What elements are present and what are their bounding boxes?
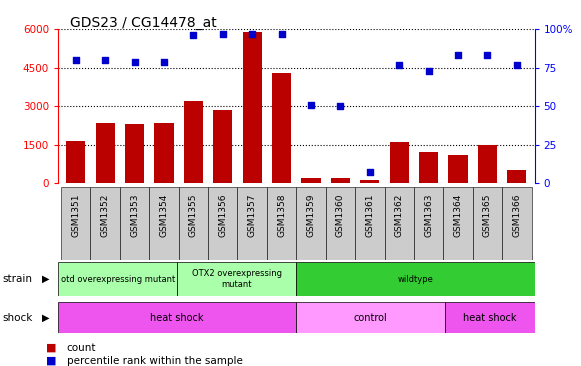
Bar — [331, 178, 350, 183]
Bar — [184, 101, 203, 183]
Bar — [414, 187, 443, 260]
Point — [394, 62, 404, 68]
Bar — [385, 187, 414, 260]
Bar — [58, 262, 177, 296]
Bar — [120, 187, 149, 260]
Text: heat shock: heat shock — [150, 313, 204, 322]
Point — [277, 31, 286, 37]
Text: ■: ■ — [46, 343, 57, 353]
Point — [336, 103, 345, 109]
Bar — [443, 187, 473, 260]
Bar — [243, 32, 262, 183]
Text: GSM1358: GSM1358 — [277, 194, 286, 238]
Text: percentile rank within the sample: percentile rank within the sample — [67, 355, 243, 366]
Text: wildtype: wildtype — [397, 274, 433, 284]
Bar — [61, 187, 91, 260]
Point — [189, 33, 198, 38]
Text: GSM1361: GSM1361 — [365, 194, 374, 238]
Text: GSM1355: GSM1355 — [189, 194, 198, 238]
Bar — [296, 187, 326, 260]
Text: GSM1363: GSM1363 — [424, 194, 433, 238]
Text: GSM1366: GSM1366 — [512, 194, 521, 238]
Text: count: count — [67, 343, 96, 353]
Bar — [296, 262, 535, 296]
Point — [218, 31, 227, 37]
Text: GSM1353: GSM1353 — [130, 194, 139, 238]
Bar — [302, 178, 321, 183]
Text: GSM1365: GSM1365 — [483, 194, 492, 238]
Bar — [208, 187, 238, 260]
Bar — [155, 123, 174, 183]
Text: ▶: ▶ — [42, 274, 50, 284]
Text: shock: shock — [3, 313, 33, 323]
Point — [365, 169, 375, 175]
Text: GSM1352: GSM1352 — [101, 194, 110, 238]
Point — [101, 57, 110, 63]
Text: ■: ■ — [46, 355, 57, 366]
Text: GDS23 / CG14478_at: GDS23 / CG14478_at — [70, 16, 217, 30]
Text: GSM1351: GSM1351 — [71, 194, 80, 238]
Point — [71, 57, 80, 63]
Point — [453, 52, 462, 58]
Text: heat shock: heat shock — [463, 313, 517, 322]
Text: GSM1356: GSM1356 — [218, 194, 227, 238]
Bar — [125, 124, 144, 183]
Text: GSM1364: GSM1364 — [454, 194, 462, 238]
Bar — [296, 302, 445, 333]
Bar — [445, 302, 535, 333]
Bar — [179, 187, 208, 260]
Bar — [66, 141, 85, 183]
Bar — [473, 187, 502, 260]
Point — [130, 59, 139, 64]
Text: strain: strain — [3, 274, 33, 284]
Text: ▶: ▶ — [42, 313, 50, 323]
Bar — [213, 110, 232, 183]
Bar — [360, 180, 379, 183]
Bar — [355, 187, 385, 260]
Text: GSM1359: GSM1359 — [307, 194, 315, 238]
Bar — [177, 262, 296, 296]
Text: OTX2 overexpressing
mutant: OTX2 overexpressing mutant — [192, 269, 282, 289]
Bar — [419, 152, 438, 183]
Bar — [149, 187, 179, 260]
Point — [159, 59, 168, 64]
Bar — [326, 187, 355, 260]
Text: GSM1360: GSM1360 — [336, 194, 345, 238]
Bar — [267, 187, 296, 260]
Text: GSM1354: GSM1354 — [159, 194, 168, 238]
Bar — [449, 155, 468, 183]
Point — [424, 68, 433, 74]
Point — [512, 62, 522, 68]
Bar — [238, 187, 267, 260]
Bar — [96, 123, 114, 183]
Point — [248, 31, 257, 37]
Text: GSM1357: GSM1357 — [248, 194, 257, 238]
Bar — [507, 170, 526, 183]
Point — [483, 52, 492, 58]
Bar — [478, 145, 497, 183]
Text: GSM1362: GSM1362 — [394, 194, 404, 238]
Text: control: control — [354, 313, 388, 322]
Bar — [58, 302, 296, 333]
Point — [306, 102, 315, 108]
Bar — [272, 73, 291, 183]
Bar — [91, 187, 120, 260]
Text: otd overexpressing mutant: otd overexpressing mutant — [60, 274, 175, 284]
Bar — [502, 187, 532, 260]
Bar — [390, 142, 409, 183]
